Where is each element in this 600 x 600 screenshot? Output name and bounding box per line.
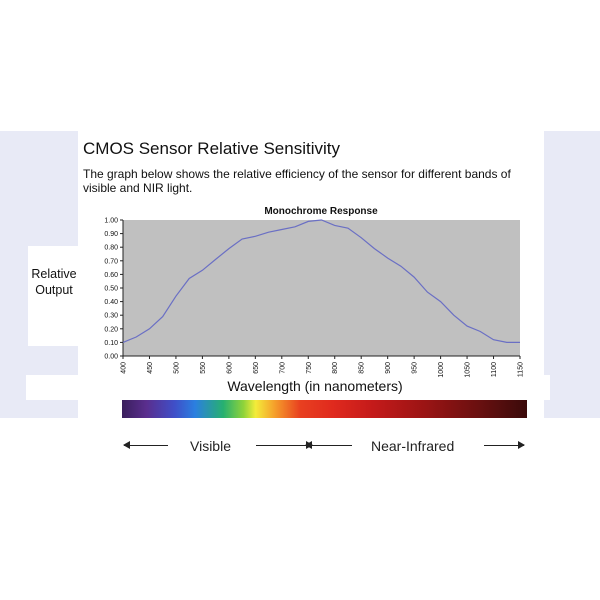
x-tick-label: 1150 — [518, 362, 525, 377]
x-tick-label: 900 — [385, 362, 392, 374]
y-tick-label: 0.30 — [104, 313, 118, 320]
y-tick-label: 0.50 — [104, 286, 118, 293]
y-tick-label: 0.60 — [104, 272, 118, 279]
y-tick-label: 0.80 — [104, 245, 118, 252]
y-label-panel — [28, 246, 82, 346]
x-tick-label: 750 — [306, 362, 313, 374]
x-tick-label: 1100 — [491, 362, 498, 377]
spectrum-bar — [122, 400, 527, 418]
visible-right-arrow — [256, 441, 313, 449]
plot-area — [123, 220, 520, 356]
chart-title: Monochrome Response — [264, 206, 378, 217]
nir-label: Near-Infrared — [371, 438, 455, 454]
x-label-panel — [26, 375, 550, 400]
x-axis-label: Wavelength (in nanometers) — [227, 378, 403, 394]
x-tick-label: 500 — [173, 362, 180, 374]
x-tick-label: 1050 — [465, 362, 472, 378]
y-tick-label: 0.00 — [104, 354, 118, 361]
x-tick-label: 1000 — [438, 362, 445, 378]
visible-label: Visible — [190, 438, 231, 454]
y-tick-label: 0.70 — [104, 258, 118, 265]
x-tick-label: 950 — [412, 362, 419, 374]
x-tick-label: 700 — [279, 362, 286, 374]
series-line — [122, 219, 520, 343]
y-axis-label: Relative Output — [31, 267, 77, 297]
x-tick-label: 600 — [226, 362, 233, 374]
x-tick-label: 800 — [332, 362, 339, 374]
y-tick-label: 0.10 — [104, 340, 118, 347]
x-tick-label: 550 — [200, 362, 207, 374]
page-description: The graph below shows the relative effic… — [83, 167, 511, 195]
nir-right-arrow — [484, 441, 525, 449]
x-tick-label: 650 — [253, 362, 260, 374]
y-tick-label: 0.20 — [104, 326, 118, 333]
nir-left-arrow — [305, 441, 352, 449]
page-title: CMOS Sensor Relative Sensitivity — [83, 139, 340, 158]
y-tick-label: 0.40 — [104, 299, 118, 306]
x-tick-label: 400 — [121, 362, 128, 374]
x-tick-label: 850 — [359, 362, 366, 374]
x-tick-label: 450 — [147, 362, 154, 374]
y-tick-label: 1.00 — [104, 218, 118, 225]
y-tick-label: 0.90 — [104, 231, 118, 238]
visible-left-arrow — [123, 441, 168, 449]
